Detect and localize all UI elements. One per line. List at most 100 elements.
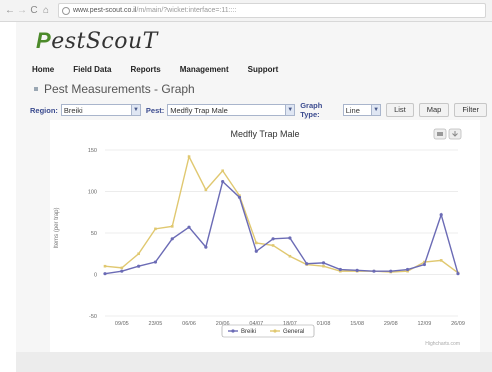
page-container: PestScouT Home Field Data Reports Manage… bbox=[16, 22, 492, 372]
x-tick-label: 06/06 bbox=[182, 321, 196, 327]
legend-marker-general bbox=[273, 329, 277, 333]
menu-item-home[interactable]: Home bbox=[32, 65, 55, 74]
data-point-breiki[interactable] bbox=[321, 261, 326, 265]
y-tick-label: 150 bbox=[88, 148, 97, 154]
data-point-general[interactable] bbox=[271, 244, 275, 247]
x-tick-label: 01/08 bbox=[317, 321, 331, 327]
x-tick-label: 09/05 bbox=[115, 321, 129, 327]
data-point-general[interactable] bbox=[254, 241, 258, 245]
browser-toolbar: ← → C ⌂ www.pest-scout.co.il/m/main/?wic… bbox=[0, 0, 492, 22]
url-path: /m/main/?wicket:interface=:11:::: bbox=[136, 7, 237, 14]
data-point-general[interactable] bbox=[170, 225, 174, 228]
region-label: Region: bbox=[30, 105, 58, 115]
page-title: Pest Measurements - Graph bbox=[34, 82, 195, 96]
x-tick-label: 26/09 bbox=[451, 321, 465, 327]
data-point-general[interactable] bbox=[406, 269, 409, 273]
menu-item-field-data[interactable]: Field Data bbox=[73, 65, 112, 74]
y-tick-label: 50 bbox=[91, 231, 97, 237]
home-icon[interactable]: ⌂ bbox=[42, 4, 50, 16]
page-footer-band bbox=[16, 352, 492, 372]
data-point-general[interactable] bbox=[423, 260, 426, 264]
data-point-breiki[interactable] bbox=[271, 237, 275, 241]
data-point-breiki[interactable] bbox=[120, 269, 124, 273]
reload-icon[interactable]: C bbox=[30, 4, 38, 16]
data-point-breiki[interactable] bbox=[456, 272, 460, 276]
y-tick-label: 100 bbox=[88, 190, 97, 196]
print-icon[interactable] bbox=[433, 128, 447, 140]
x-tick-label: 29/08 bbox=[384, 321, 398, 327]
legend-label-general[interactable]: General bbox=[283, 329, 304, 335]
filter-button[interactable]: Filter bbox=[454, 103, 487, 117]
data-point-breiki[interactable] bbox=[389, 269, 393, 273]
y-axis-label: Items (per trap) bbox=[54, 207, 60, 248]
data-point-breiki[interactable] bbox=[153, 260, 158, 264]
data-point-general[interactable] bbox=[238, 194, 241, 197]
x-tick-label: 04/07 bbox=[249, 321, 263, 327]
series-line-general[interactable] bbox=[104, 154, 459, 274]
menu-item-reports[interactable]: Reports bbox=[130, 65, 161, 74]
data-point-general[interactable] bbox=[204, 188, 208, 192]
x-tick-label: 12/09 bbox=[417, 321, 431, 327]
data-point-breiki[interactable] bbox=[254, 249, 258, 253]
medfly-chart: Medfly Trap Male Items (per trap) 150 100… bbox=[54, 128, 465, 347]
data-point-general[interactable] bbox=[120, 266, 124, 270]
data-point-breiki[interactable] bbox=[439, 213, 443, 217]
globe-icon bbox=[62, 6, 70, 15]
chevron-down-icon: ▼ bbox=[130, 105, 140, 115]
data-point-breiki[interactable] bbox=[237, 195, 242, 199]
pest-label: Pest: bbox=[145, 105, 165, 115]
data-point-breiki[interactable] bbox=[170, 237, 174, 241]
data-point-breiki[interactable] bbox=[288, 236, 292, 240]
data-point-breiki[interactable] bbox=[103, 272, 107, 276]
chart-legend bbox=[221, 324, 315, 338]
chart-credit[interactable]: Highcharts.com bbox=[425, 341, 460, 347]
chart-container: Medfly Trap Male Items (per trap) 150 100… bbox=[50, 120, 480, 360]
data-point-general[interactable] bbox=[221, 169, 224, 173]
chevron-down-icon: ▼ bbox=[371, 105, 381, 115]
data-point-breiki[interactable] bbox=[187, 225, 191, 229]
data-point-general[interactable] bbox=[187, 155, 191, 158]
data-point-breiki[interactable] bbox=[305, 262, 309, 266]
data-point-breiki[interactable] bbox=[405, 267, 410, 272]
x-tick-label: 20/06 bbox=[216, 321, 230, 327]
data-point-general[interactable] bbox=[154, 227, 157, 231]
graph-toolbar: Region: Breiki ▼ Pest: Medfly Trap Male … bbox=[30, 101, 492, 119]
pest-select[interactable]: Medfly Trap Male ▼ bbox=[167, 104, 296, 116]
graph-type-label: Graph Type: bbox=[300, 101, 323, 119]
y-tick-label: 0 bbox=[94, 273, 97, 279]
data-point-general[interactable] bbox=[288, 254, 292, 258]
legend-marker-breiki bbox=[231, 329, 235, 333]
main-menu: Home Field Data Reports Management Suppo… bbox=[32, 65, 297, 74]
data-point-general[interactable] bbox=[137, 252, 140, 256]
data-point-breiki[interactable] bbox=[372, 269, 376, 273]
forward-arrow-icon[interactable]: → bbox=[17, 4, 27, 16]
chevron-down-icon: ▼ bbox=[285, 105, 295, 115]
y-tick-label: -50 bbox=[89, 314, 97, 320]
list-button[interactable]: List bbox=[386, 103, 414, 117]
data-point-breiki[interactable] bbox=[137, 264, 141, 268]
data-point-general[interactable] bbox=[439, 259, 443, 262]
data-point-general[interactable] bbox=[339, 269, 342, 273]
menu-item-management[interactable]: Management bbox=[179, 65, 229, 74]
data-point-general[interactable] bbox=[103, 264, 107, 268]
data-point-breiki[interactable] bbox=[221, 179, 225, 184]
export-icon[interactable] bbox=[448, 128, 462, 140]
graph-type-select[interactable]: Line ▼ bbox=[342, 104, 382, 116]
series-line-breiki[interactable] bbox=[104, 180, 459, 275]
url-host: www.pest-scout.co.il bbox=[73, 7, 137, 14]
data-point-general[interactable] bbox=[322, 264, 325, 268]
back-arrow-icon[interactable]: ← bbox=[5, 4, 15, 16]
data-point-breiki[interactable] bbox=[355, 268, 359, 272]
app-logo[interactable]: PestScouT bbox=[36, 28, 158, 54]
map-button[interactable]: Map bbox=[418, 103, 450, 117]
bullet-icon bbox=[34, 87, 38, 91]
x-tick-label: 23/05 bbox=[149, 321, 163, 327]
data-point-breiki[interactable] bbox=[422, 262, 426, 267]
legend-label-breiki[interactable]: Breiki bbox=[241, 329, 256, 335]
data-point-breiki[interactable] bbox=[204, 245, 208, 249]
data-point-breiki[interactable] bbox=[338, 267, 342, 272]
menu-item-support[interactable]: Support bbox=[247, 65, 279, 74]
x-tick-label: 18/07 bbox=[283, 321, 297, 327]
region-select[interactable]: Breiki ▼ bbox=[60, 104, 141, 116]
address-bar[interactable]: www.pest-scout.co.il/m/main/?wicket:inte… bbox=[58, 3, 486, 18]
